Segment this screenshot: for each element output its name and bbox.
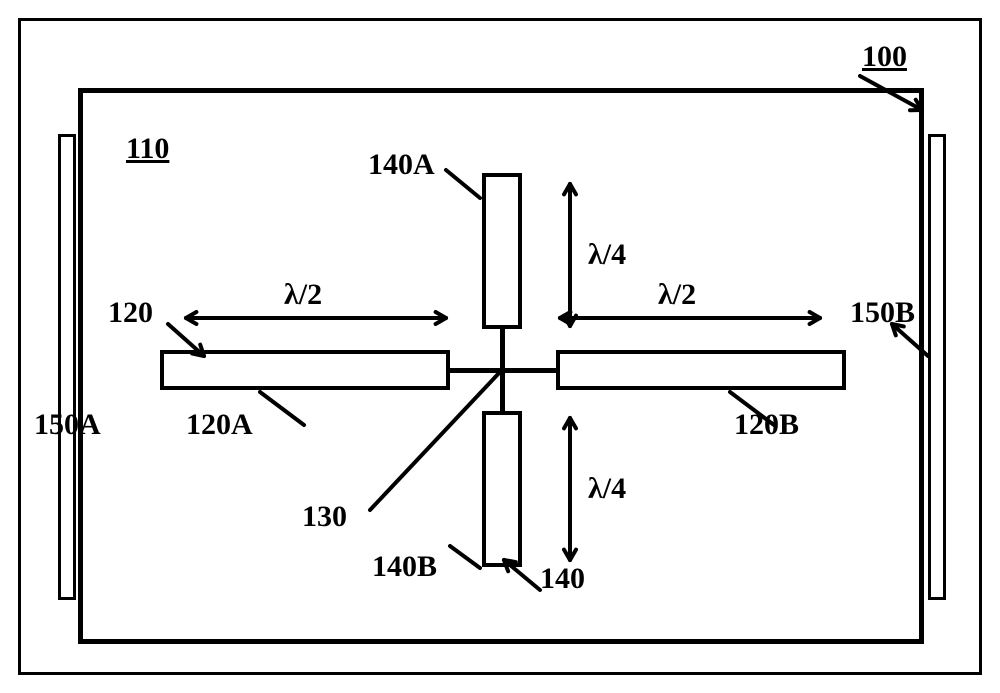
label-lambda-over-2-left: λ/2 [284,278,322,312]
label-lambda-over-2-right: λ/2 [658,278,696,312]
side-bar-left [58,134,76,600]
label-150A: 150A [34,408,101,442]
label-110: 110 [126,132,169,166]
label-120B: 120B [734,408,799,442]
label-100: 100 [862,40,907,74]
feed-bottom [500,372,505,412]
label-lambda-over-4-top: λ/4 [588,238,626,272]
label-140A: 140A [368,148,435,182]
label-140B: 140B [372,550,437,584]
diagram-canvas: 100 110 140A λ/4 λ/2 λ/2 120 150B 150A 1… [0,0,1000,693]
arm-vertical-bottom [482,411,522,567]
label-140: 140 [540,562,585,596]
arm-vertical-top [482,173,522,329]
feed-left [450,368,503,373]
arm-horizontal-right [556,350,846,390]
label-150B: 150B [850,296,915,330]
label-120: 120 [108,296,153,330]
arm-horizontal-left [160,350,450,390]
label-130: 130 [302,500,347,534]
side-bar-right [928,134,946,600]
label-120A: 120A [186,408,253,442]
label-lambda-over-4-bottom: λ/4 [588,472,626,506]
feed-top [500,329,505,369]
feed-right [503,368,556,373]
